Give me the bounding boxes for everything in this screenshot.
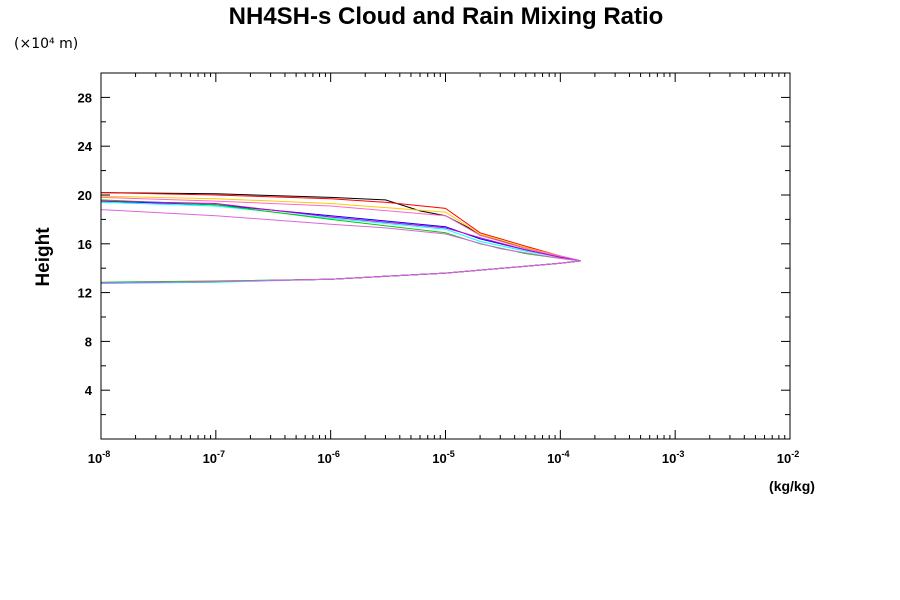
y-tick-label: 24 (78, 139, 93, 154)
x-tick-label: 10-2 (777, 449, 799, 466)
x-tick-label: 10-8 (88, 449, 110, 466)
series-line-2 (100, 192, 581, 284)
y-axis-title: Height (33, 227, 54, 287)
x-tick-label: 10-3 (662, 449, 684, 466)
y-tick-label: 16 (78, 237, 92, 252)
axes-layer: 10-8 10-7 10-6 10-5 10-4 10-3 10-2 4 8 12 16 20 24 28 (78, 73, 799, 466)
y-unit-label: (×10⁴ m) (14, 36, 78, 52)
x-tick-label: 10-5 (432, 449, 454, 466)
series-line-1 (100, 192, 581, 284)
series-line-4 (100, 196, 581, 284)
x-axis-unit-label: (kg/kg) (769, 478, 815, 494)
x-tick-label: 10-4 (547, 449, 569, 466)
series-line-9 (100, 209, 581, 284)
series-layer (100, 192, 581, 284)
chart-title: NH4SH-s Cloud and Rain Mixing Ratio (229, 3, 664, 30)
plot-frame (100, 72, 791, 440)
y-tick-label: 28 (78, 90, 92, 105)
y-tick-label: 20 (78, 188, 92, 203)
series-line-3 (100, 195, 581, 284)
x-tick-label: 10-6 (317, 449, 339, 466)
y-tick-label: 12 (78, 286, 92, 301)
y-tick-label: 4 (85, 383, 93, 398)
x-tick-label: 10-7 (203, 449, 225, 466)
y-tick-label: 8 (85, 334, 92, 349)
